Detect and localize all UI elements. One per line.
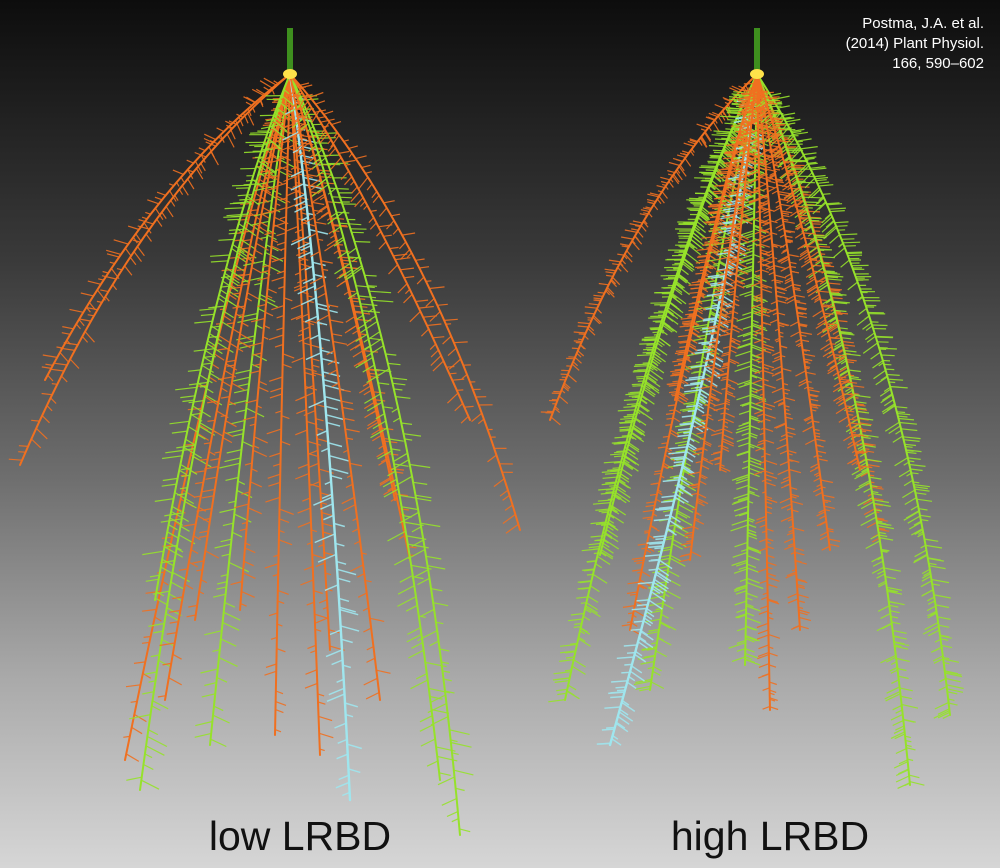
plant-stem xyxy=(287,28,293,74)
low-lrbd-root-system xyxy=(8,28,521,836)
orange-root xyxy=(289,73,474,424)
green-root xyxy=(142,73,294,607)
high-lrbd-root-system xyxy=(540,28,964,789)
green-root xyxy=(289,73,474,836)
citation-volume-pages: 166, 590–602 xyxy=(892,55,984,72)
orange-root xyxy=(8,73,291,466)
plant-stem xyxy=(754,28,760,74)
orange-root xyxy=(746,73,781,711)
orange-root xyxy=(288,73,391,701)
citation-authors: Postma, J.A. et al. xyxy=(862,15,984,32)
green-root xyxy=(756,73,964,719)
root-crown xyxy=(750,69,764,79)
citation: Postma, J.A. et al. (2014) Plant Physiol… xyxy=(724,14,984,74)
high-lrbd-label: high LRBD xyxy=(670,813,870,859)
low-lrbd-label: low LRBD xyxy=(208,813,392,859)
orange-root xyxy=(666,73,760,401)
root-crown xyxy=(283,69,297,79)
orange-root xyxy=(709,73,766,473)
citation-journal: (2014) Plant Physiol. xyxy=(845,35,984,52)
orange-root xyxy=(41,73,291,382)
